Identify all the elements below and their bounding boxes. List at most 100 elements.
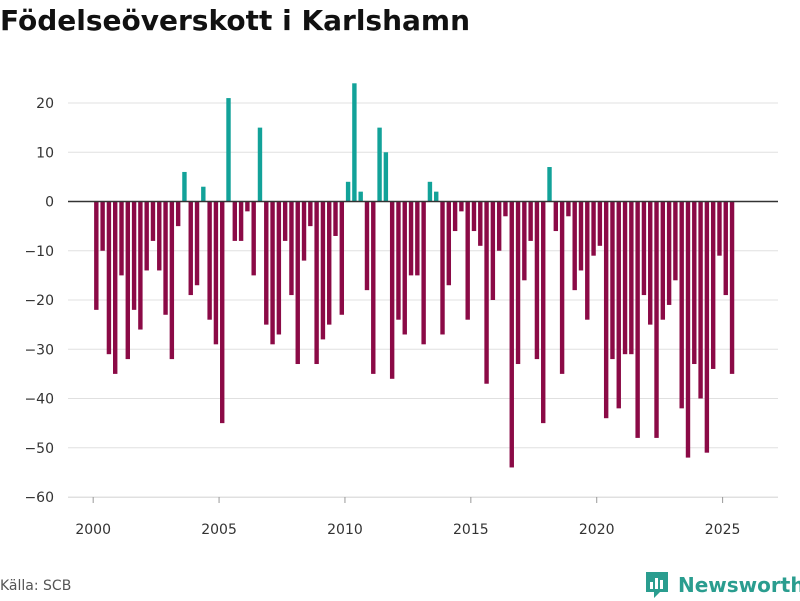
- bar-2012-q3: [408, 201, 414, 276]
- source-label: Källa: SCB: [0, 578, 72, 594]
- bar-2017-q3: [534, 201, 540, 360]
- bar-2003-q1: [169, 201, 175, 360]
- bar-2003-q2: [175, 201, 181, 227]
- bar-2002-q3: [157, 201, 162, 271]
- bar-2014-q4: [465, 201, 470, 320]
- bar-2004-q1: [194, 201, 200, 286]
- y-tick-label: −20: [24, 293, 54, 309]
- bar-2021-q4: [641, 201, 647, 296]
- y-tick-label: −30: [24, 342, 54, 358]
- y-tick-label: 10: [36, 145, 54, 161]
- bar-2021-q3: [635, 201, 640, 438]
- bar-2015-q2: [478, 201, 483, 246]
- bar-2024-q4: [717, 201, 722, 256]
- bar-2006-q3: [257, 127, 263, 202]
- y-axis-labels: 20 10 0 −10 −20 −30 −40 −50 −60: [24, 96, 54, 506]
- bar-2009-q4: [339, 201, 345, 315]
- x-tick-label: 2020: [579, 522, 615, 538]
- bar-2001-q4: [138, 201, 143, 330]
- bar-2013-q2: [427, 181, 433, 202]
- bar-2004-q2: [201, 186, 206, 202]
- bar-2006-q2: [251, 201, 256, 276]
- bar-2008-q4: [314, 201, 319, 365]
- bar-2010-q1: [345, 181, 351, 202]
- bar-2007-q1: [270, 201, 275, 345]
- bar-2000-q1: [94, 201, 99, 310]
- bar-2005-q3: [232, 201, 238, 241]
- bar-2001-q3: [131, 201, 137, 310]
- bar-2014-q1: [446, 201, 452, 286]
- bar-2013-q3: [434, 191, 439, 202]
- bar-2021-q1: [622, 201, 628, 355]
- bar-2014-q3: [459, 201, 464, 212]
- bar-2008-q2: [301, 201, 307, 261]
- y-tick-label: 20: [36, 96, 54, 112]
- bar-2006-q4: [264, 201, 269, 325]
- bar-2016-q3: [509, 201, 514, 468]
- bar-2007-q4: [289, 201, 294, 296]
- bar-2019-q1: [572, 201, 577, 291]
- bar-2022-q1: [648, 201, 653, 325]
- bars: [94, 83, 735, 468]
- bar-2010-q2: [352, 83, 357, 202]
- bar-2023-q1: [673, 201, 678, 281]
- bar-2016-q4: [515, 201, 521, 365]
- bar-2014-q2: [452, 201, 458, 232]
- bar-2020-q2: [603, 201, 609, 419]
- bar-2019-q3: [585, 201, 590, 320]
- bar-2013-q1: [421, 201, 426, 345]
- bar-2016-q1: [496, 201, 502, 251]
- y-tick-label: 0: [45, 195, 54, 211]
- bar-2016-q2: [503, 201, 508, 217]
- y-tick-label: −10: [24, 244, 54, 260]
- bar-2022-q2: [654, 201, 659, 438]
- bar-2022-q3: [660, 201, 666, 320]
- bar-2017-q2: [528, 201, 533, 241]
- bar-2008-q3: [308, 201, 313, 227]
- bar-2011-q3: [383, 152, 389, 202]
- bar-2018-q4: [566, 201, 571, 217]
- bar-2022-q4: [666, 201, 672, 305]
- bar-2009-q2: [327, 201, 332, 325]
- bar-2023-q2: [679, 201, 684, 409]
- bar-2009-q3: [333, 201, 338, 236]
- bar-2015-q4: [490, 201, 496, 300]
- bar-2001-q1: [119, 201, 124, 276]
- bar-2011-q1: [371, 201, 376, 374]
- bar-2007-q3: [282, 201, 288, 241]
- bar-2017-q1: [522, 201, 527, 281]
- bar-2019-q4: [591, 201, 596, 256]
- bar-2020-q4: [616, 201, 621, 409]
- bar-2020-q1: [597, 201, 603, 246]
- chart-title: Födelseöverskott i Karlshamn: [0, 4, 471, 37]
- bar-2025-q1: [723, 201, 728, 296]
- brand-name: Newsworthy: [678, 573, 800, 597]
- bar-2001-q2: [125, 201, 130, 360]
- bar-2015-q3: [484, 201, 489, 384]
- bar-2004-q3: [207, 201, 212, 320]
- bar-2019-q2: [578, 201, 584, 271]
- bar-2004-q4: [213, 201, 219, 345]
- bar-2024-q2: [704, 201, 710, 453]
- bar-2003-q4: [188, 201, 193, 296]
- bar-2023-q4: [692, 201, 697, 365]
- bar-2020-q3: [610, 201, 615, 360]
- bar-2003-q3: [182, 171, 187, 202]
- brand-logo[interactable]: Newsworthy: [644, 569, 800, 601]
- bar-2007-q2: [276, 201, 282, 335]
- bar-2005-q4: [238, 201, 244, 241]
- x-tick-label: 2010: [327, 522, 363, 538]
- bar-2005-q1: [220, 201, 225, 424]
- x-tick-label: 2000: [75, 522, 111, 538]
- bar-2010-q4: [364, 201, 370, 291]
- bar-2024-q3: [710, 201, 716, 369]
- bar-2012-q2: [402, 201, 407, 335]
- bar-2009-q1: [320, 201, 326, 340]
- bar-2006-q1: [245, 201, 250, 212]
- bar-2013-q4: [440, 201, 445, 335]
- bar-2018-q1: [547, 167, 552, 202]
- newsworthy-logo-icon: [646, 572, 668, 598]
- bar-2025-q2: [729, 201, 735, 374]
- bar-2017-q4: [541, 201, 546, 424]
- bar-2002-q2: [150, 201, 156, 241]
